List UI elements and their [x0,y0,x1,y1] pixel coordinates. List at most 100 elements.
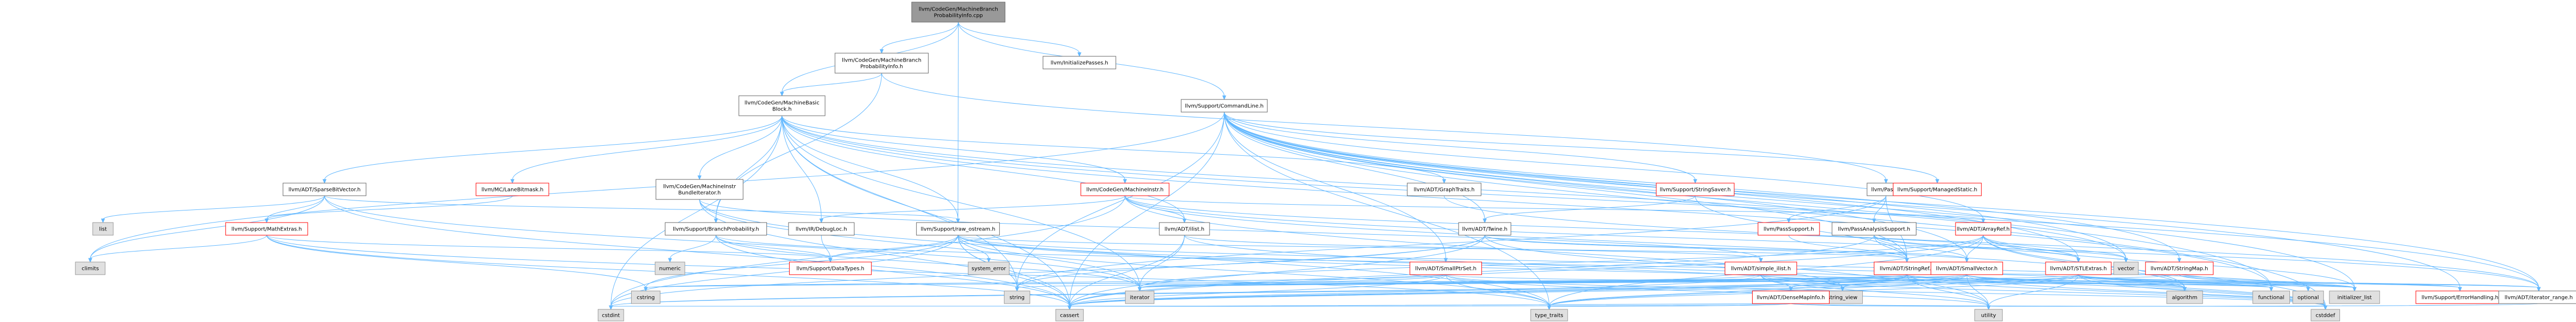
node-label: llvm/Support/StringSaver.h [1660,187,1731,193]
node-label: llvm/ADT/DenseMapInfo.h [1757,295,1825,301]
edge-root-to-mbpi [879,22,959,54]
node-ilist[interactable]: llvm/ADT/ilist.h [1159,222,1210,236]
edge-stlextras-to-iterrange [2078,274,2541,292]
node-label: cassert [1060,313,1079,319]
node-rawostream[interactable]: llvm/Support/raw_ostream.h [916,222,1000,236]
node-vector: vector [2113,261,2139,275]
edge-stringmap-to-initlist [2179,274,2357,292]
edge-mbb-to-mibi [697,115,782,180]
node-label: llvm/ADT/SmallVector.h [1936,266,1998,272]
edge-stlextras-to-optional [2078,274,2310,292]
node-cstdint: cstdint [597,309,624,321]
node-stlextras[interactable]: llvm/ADT/STLExtras.h [2045,261,2112,275]
node-smallptrset[interactable]: llvm/ADT/SmallPtrSet.h [1409,261,1482,275]
node-smallvector[interactable]: llvm/ADT/SmallVector.h [1930,261,2003,275]
node-stringmap[interactable]: llvm/ADT/StringMap.h [2145,261,2214,275]
edge-rawostream-to-systemerror [958,235,991,263]
edge-stlextras-to-algorithm [2078,274,2187,292]
node-graphtraits[interactable]: llvm/ADT/GraphTraits.h [1407,183,1481,196]
node-functional: functional [2252,290,2290,304]
edge-mibi-to-simplelist [699,199,1763,263]
edge-arrayref-to-stlextras [1983,235,2081,263]
node-label: cstring [637,295,655,301]
node-label: llvm/ADT/ilist.h [1165,227,1205,233]
node-iterator: iterator [1125,290,1155,304]
edge-iterrange-to-utility [1987,303,2539,310]
edge-mbb-to-cstdint [608,115,782,310]
edge-mathextras-to-datatypes [266,235,833,263]
node-label: llvm/IR/DebugLoc.h [796,227,847,233]
node-cmdline[interactable]: llvm/Support/CommandLine.h [1181,99,1268,113]
node-label: llvm/Support/raw_ostream.h [921,227,996,233]
node-root[interactable]: llvm/CodeGen/MachineBranchProbabilityInf… [911,2,1006,23]
node-numeric: numeric [655,261,685,275]
node-densemapinfo[interactable]: llvm/ADT/DenseMapInfo.h [1752,290,1830,304]
node-arrayref[interactable]: llvm/ADT/ArrayRef.h [1955,222,2011,236]
edge-mbpi-to-mbb [780,73,882,97]
node-branchprob[interactable]: llvm/Support/BranchProbability.h [665,222,767,236]
node-label: numeric [659,266,681,272]
edge-mbpi-to-pass [881,73,1888,184]
node-lanebm[interactable]: llvm/MC/LaneBitmask.h [476,183,549,196]
node-label: system_error [971,266,1006,272]
node-label: llvm/ADT/Twine.h [1462,227,1507,233]
edge-mbb-to-sbv [322,115,782,184]
node-label: llvm/InitializePasses.h [1050,61,1108,66]
node-datatypes[interactable]: llvm/Support/DataTypes.h [789,261,872,275]
node-mbpi[interactable]: llvm/CodeGen/MachineBranchProbabilityInf… [834,53,929,74]
node-errorhandling[interactable]: llvm/Support/ErrorHandling.h [2415,290,2504,304]
node-label: llvm/CodeGen/MachineInstr [663,184,736,190]
edge-cmdline-to-twine [1224,112,1487,224]
node-label: llvm/Support/ErrorHandling.h [2422,295,2499,301]
node-label: llvm/Support/ManagedStatic.h [1897,187,1978,193]
node-twine[interactable]: llvm/ADT/Twine.h [1458,222,1511,236]
node-label: ProbabilityInfo.cpp [934,13,983,19]
node-algorithm: algorithm [2166,290,2203,304]
node-pas[interactable]: llvm/PassAnalysisSupport.h [1832,222,1916,236]
node-optional: optional [2292,290,2324,304]
node-label: optional [2297,295,2319,301]
edge-stlextras-to-initlist [2078,274,2357,292]
node-label: climits [82,266,99,272]
node-iterrange[interactable]: llvm/ADT/iterator_range.h [2498,290,2576,304]
edge-densemapinfo-to-typetraits [1547,303,1791,310]
node-label: llvm/MC/LaneBitmask.h [481,187,544,193]
node-stringref[interactable]: llvm/ADT/StringRef.h [1874,261,1940,275]
node-label: llvm/CodeGen/MachineInstr.h [1086,187,1164,193]
node-label: llvm/Support/CommandLine.h [1185,104,1263,109]
node-label: llvm/CodeGen/MachineBasic [744,100,819,106]
node-label: BundleIterator.h [678,190,721,196]
edge-lanebm-to-mathextras [264,195,513,224]
node-passsupport[interactable]: llvm/PassSupport.h [1757,222,1820,236]
edge-mbb-to-lanebm [510,115,782,184]
node-initpass[interactable]: llvm/InitializePasses.h [1043,56,1116,69]
node-mi[interactable]: llvm/CodeGen/MachineInstr.h [1080,183,1169,196]
edge-ilist-to-simplelist [1184,235,1763,263]
edge-smallvector-to-cstring [644,274,1968,292]
edge-densemapinfo-to-cassert [1067,303,1791,310]
node-cstddef: cstddef [2310,309,2341,321]
node-mathextras[interactable]: llvm/Support/MathExtras.h [225,222,308,236]
node-sbv[interactable]: llvm/ADT/SparseBitVector.h [282,183,367,196]
edge-mbb-to-ilist [781,115,1187,224]
node-debugloc[interactable]: llvm/IR/DebugLoc.h [788,222,854,236]
node-label: type_traits [1535,313,1563,319]
edge-cmdline-to-strsaver [1224,112,1697,184]
node-label: string [1009,295,1025,301]
edge-cmdline-to-smallptrset [1224,112,1448,263]
node-label: llvm/Support/DataTypes.h [797,266,864,272]
node-strsaver[interactable]: llvm/Support/StringSaver.h [1656,183,1735,196]
node-label: cstddef [2316,313,2335,319]
edge-mi-to-arrayref [1124,195,1985,224]
node-initlist: initializer_list [2329,290,2380,304]
node-label: llvm/ADT/simple_ilist.h [1731,266,1791,272]
node-label: functional [2258,295,2285,301]
node-climits: climits [75,261,106,275]
node-label: ProbabilityInfo.h [860,64,903,70]
node-managedstatic[interactable]: llvm/Support/ManagedStatic.h [1893,183,1982,196]
edge-mathextras-to-cstring [266,235,648,292]
node-label: utility [1981,313,1997,319]
node-mibi[interactable]: llvm/CodeGen/MachineInstrBundleIterator.… [655,179,744,200]
node-simplelist[interactable]: llvm/ADT/simple_ilist.h [1724,261,1797,275]
